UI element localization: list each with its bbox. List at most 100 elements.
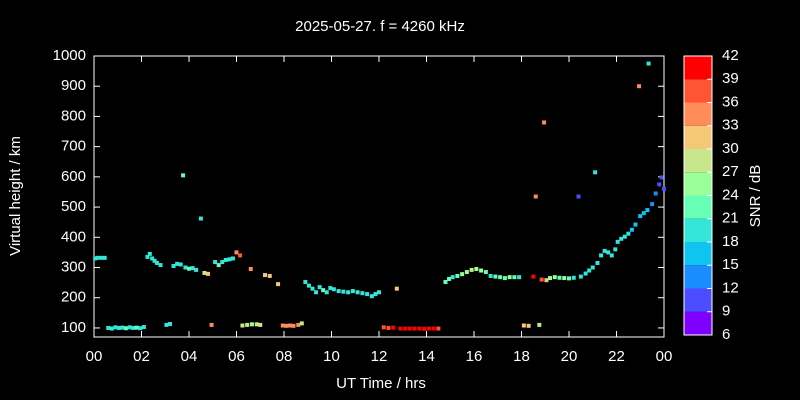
colorbar-band — [684, 102, 712, 126]
point — [240, 323, 245, 328]
colorbar-band — [684, 56, 712, 80]
point — [346, 290, 351, 295]
point — [324, 290, 329, 295]
point — [377, 290, 381, 295]
point — [479, 268, 484, 273]
point — [629, 227, 634, 232]
point — [369, 294, 374, 299]
point — [653, 191, 658, 196]
point — [127, 325, 132, 330]
point — [615, 239, 620, 244]
point — [407, 326, 412, 331]
x-axis-label: UT Time / hrs — [336, 375, 426, 392]
point — [113, 325, 118, 330]
point — [455, 273, 460, 278]
x-tick-label: 16 — [466, 348, 483, 365]
point — [138, 326, 143, 331]
point — [249, 322, 254, 327]
point — [230, 256, 235, 261]
point — [317, 285, 322, 290]
point — [567, 276, 571, 281]
y-tick-label: 700 — [61, 138, 86, 155]
point — [659, 175, 664, 180]
x-tick-label: 22 — [608, 348, 625, 365]
colorbar-tick-label: 33 — [722, 117, 739, 134]
point — [386, 325, 391, 330]
point — [595, 260, 600, 265]
point — [175, 261, 180, 266]
y-tick-label: 100 — [61, 319, 86, 336]
y-tick-label: 600 — [61, 168, 86, 185]
point — [539, 277, 544, 282]
point — [134, 325, 139, 330]
point — [296, 322, 301, 327]
point — [206, 271, 210, 276]
point — [258, 322, 263, 327]
x-tick-label: 00 — [656, 348, 673, 365]
point — [557, 275, 562, 280]
point — [521, 323, 526, 328]
point — [120, 325, 125, 330]
point — [158, 263, 163, 268]
point — [637, 84, 642, 89]
point — [194, 267, 199, 272]
point — [223, 257, 228, 262]
point — [181, 173, 186, 178]
point — [599, 253, 604, 258]
point — [593, 170, 598, 175]
x-tick-label: 06 — [228, 348, 245, 365]
x-tick-label: 10 — [323, 348, 340, 365]
x-tick-label: 00 — [86, 348, 103, 365]
point — [646, 61, 651, 66]
point — [234, 250, 239, 255]
point — [183, 265, 188, 270]
point — [619, 236, 624, 241]
point — [254, 322, 259, 327]
point — [493, 274, 498, 279]
point — [498, 275, 503, 280]
point — [403, 326, 408, 331]
colorbar-band — [684, 218, 712, 242]
point — [464, 270, 469, 275]
point — [321, 288, 326, 293]
point — [422, 326, 427, 331]
point — [450, 275, 455, 280]
point — [447, 276, 452, 281]
point — [276, 282, 281, 287]
point — [426, 326, 431, 331]
point — [533, 194, 538, 199]
point — [178, 262, 183, 267]
point — [360, 291, 365, 296]
point — [552, 275, 557, 280]
point — [350, 289, 355, 294]
point — [267, 273, 272, 278]
point — [93, 256, 98, 261]
point — [512, 275, 517, 280]
point — [154, 260, 159, 265]
point — [542, 120, 547, 125]
point — [531, 274, 536, 279]
colorbar-label: SNR / dB — [747, 165, 764, 228]
point — [633, 222, 638, 227]
point — [483, 270, 488, 275]
point — [562, 276, 567, 281]
colorbar-tick-label: 42 — [722, 47, 739, 64]
point — [576, 194, 581, 199]
point — [95, 255, 100, 260]
point — [171, 263, 176, 268]
colorbar-tick-label: 27 — [722, 163, 739, 180]
colorbar-band — [684, 265, 712, 289]
point — [299, 321, 304, 326]
colorbar-band — [684, 172, 712, 196]
colorbar-band — [684, 195, 712, 219]
point — [417, 326, 422, 331]
point — [613, 247, 618, 252]
y-axis-label: Virtual height / km — [7, 136, 24, 256]
colorbar-band — [684, 149, 712, 173]
point — [662, 186, 666, 191]
point — [227, 257, 232, 262]
point — [116, 325, 121, 330]
colorbar-tick-label: 39 — [722, 70, 739, 87]
